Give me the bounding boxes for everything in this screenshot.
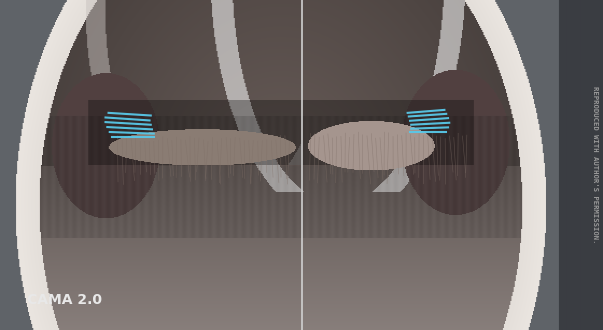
Text: CAMA 2.0: CAMA 2.0 [27,293,102,307]
Text: REPRODUCED WITH AUTHOR'S PERMISSION.: REPRODUCED WITH AUTHOR'S PERMISSION. [592,86,598,244]
